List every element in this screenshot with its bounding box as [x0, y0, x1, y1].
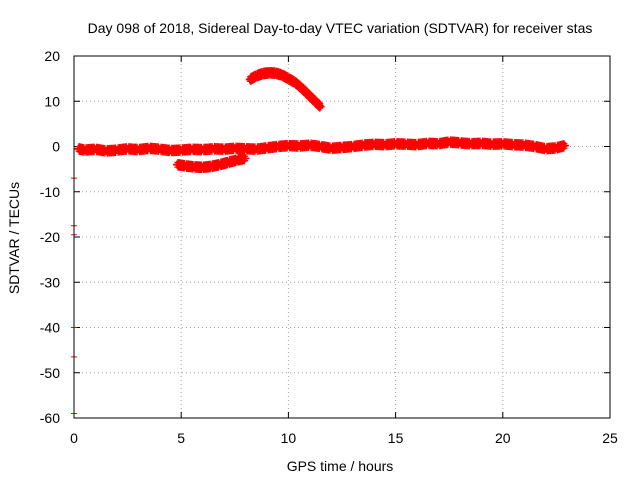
y-tick-label: 0 — [52, 139, 60, 155]
y-tick-label: 10 — [44, 93, 60, 109]
plot-frame — [73, 55, 611, 419]
grid — [74, 56, 610, 418]
y-tick-label: 20 — [44, 48, 60, 64]
x-tick-label: 10 — [281, 430, 297, 446]
y-tick-label: -10 — [40, 184, 60, 200]
data-point — [560, 141, 569, 150]
y-tick-label: -20 — [40, 229, 60, 245]
x-tick-label: 25 — [602, 430, 618, 446]
y-tick-label: -50 — [40, 365, 60, 381]
x-tick-label: 20 — [495, 430, 511, 446]
y-tick-label: -30 — [40, 274, 60, 290]
x-tick-label: 15 — [388, 430, 404, 446]
data-point — [241, 154, 250, 163]
x-tick-label: 5 — [177, 430, 185, 446]
y-axis-label: SDTVAR / TECUs — [6, 182, 22, 294]
data-points — [71, 67, 569, 417]
tick-labels: 0 5 10 15 20 25 20 10 0 -10 -20 -30 -40 -50 -60 — [40, 48, 618, 446]
x-axis-label: GPS time / hours — [287, 458, 394, 474]
data-point — [316, 104, 324, 112]
data-point — [316, 102, 325, 111]
x-tick-label: 0 — [70, 430, 78, 446]
y-tick-label: -40 — [40, 320, 60, 336]
chart-title: Day 098 of 2018, Sidereal Day-to-day VTE… — [88, 20, 593, 36]
y-tick-label: -60 — [40, 410, 60, 426]
